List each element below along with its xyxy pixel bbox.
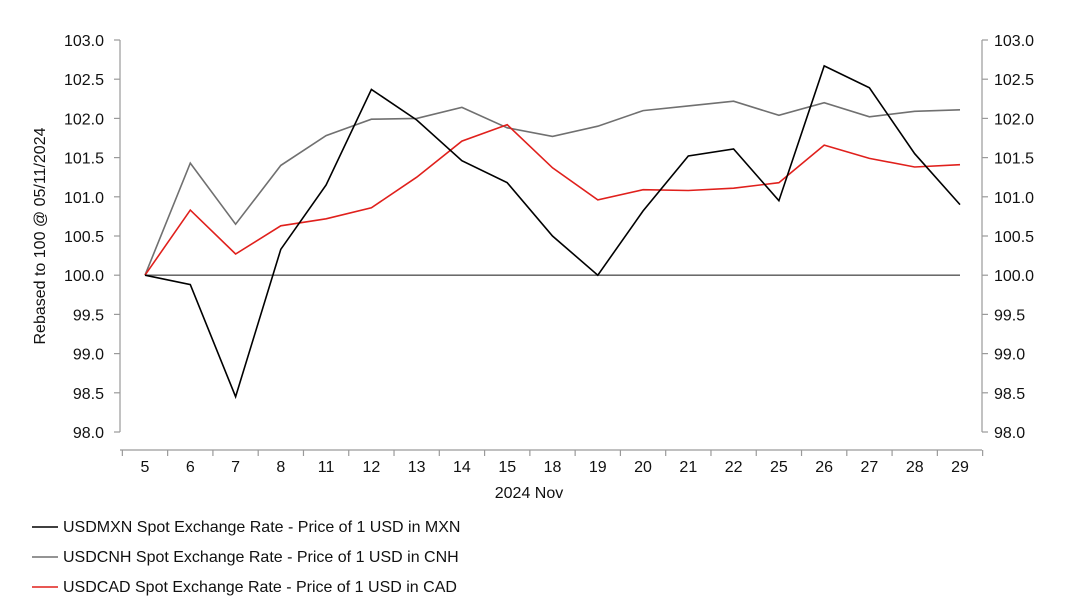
legend-label-2: USDCAD Spot Exchange Rate - Price of 1 U… — [63, 579, 457, 596]
axes: 98.0 98.0 98.5 98.5 99.0 99.0 99.5 99.5 100.0 100… — [64, 33, 1034, 476]
right-y-tick-label: 101.5 — [994, 151, 1034, 168]
x-tick-label: 18 — [544, 459, 562, 476]
x-tick-label: 8 — [276, 459, 285, 476]
x-tick-label: 12 — [362, 459, 380, 476]
x-tick-label: 28 — [906, 459, 924, 476]
right-y-tick-label: 102.5 — [994, 72, 1034, 89]
left-y-tick-label: 103.0 — [64, 33, 104, 50]
right-y-tick-label: 98.5 — [994, 386, 1025, 403]
x-tick-label: 19 — [589, 459, 607, 476]
x-tick-label: 13 — [408, 459, 426, 476]
series-lines — [144, 64, 961, 400]
x-tick-label: 5 — [141, 459, 150, 476]
series-line-0 — [144, 64, 961, 400]
x-tick-label: 11 — [318, 459, 335, 476]
right-y-tick-label: 103.0 — [994, 33, 1034, 50]
right-y-tick-label: 100.5 — [994, 229, 1034, 246]
legend: USDMXN Spot Exchange Rate - Price of 1 U… — [32, 519, 460, 596]
y-axis-title: Rebased to 100 @ 05/11/2024 — [32, 127, 49, 344]
x-tick-label: 7 — [231, 459, 240, 476]
x-tick-label: 25 — [770, 459, 788, 476]
left-y-tick-label: 98.5 — [73, 386, 104, 403]
x-tick-label: 27 — [861, 459, 879, 476]
right-y-tick-label: 102.0 — [994, 111, 1034, 128]
left-y-tick-label: 100.0 — [64, 268, 104, 285]
left-y-tick-label: 102.0 — [64, 111, 104, 128]
right-y-tick-label: 101.0 — [994, 190, 1034, 207]
right-y-tick-label: 99.0 — [994, 347, 1025, 364]
series-line-2 — [144, 123, 961, 276]
legend-label-1: USDCNH Spot Exchange Rate - Price of 1 U… — [63, 549, 459, 566]
left-y-tick-label: 99.5 — [73, 307, 104, 324]
x-tick-label: 15 — [498, 459, 516, 476]
left-y-tick-label: 100.5 — [64, 229, 104, 246]
x-tick-label: 29 — [951, 459, 969, 476]
legend-label-0: USDMXN Spot Exchange Rate - Price of 1 U… — [63, 519, 460, 536]
right-y-tick-label: 98.0 — [994, 425, 1025, 442]
left-y-tick-label: 101.0 — [64, 190, 104, 207]
left-y-tick-label: 98.0 — [73, 425, 104, 442]
left-y-tick-label: 101.5 — [64, 151, 104, 168]
x-axis-title: 2024 Nov — [495, 485, 564, 502]
x-tick-label: 14 — [453, 459, 471, 476]
series-line-1 — [144, 100, 961, 276]
left-y-tick-label: 99.0 — [73, 347, 104, 364]
right-y-tick-label: 99.5 — [994, 307, 1025, 324]
x-tick-label: 22 — [725, 459, 743, 476]
x-tick-label: 21 — [679, 459, 697, 476]
right-y-tick-label: 100.0 — [994, 268, 1034, 285]
left-y-tick-label: 102.5 — [64, 72, 104, 89]
x-tick-label: 26 — [815, 459, 833, 476]
x-tick-label: 20 — [634, 459, 652, 476]
x-tick-label: 6 — [186, 459, 195, 476]
